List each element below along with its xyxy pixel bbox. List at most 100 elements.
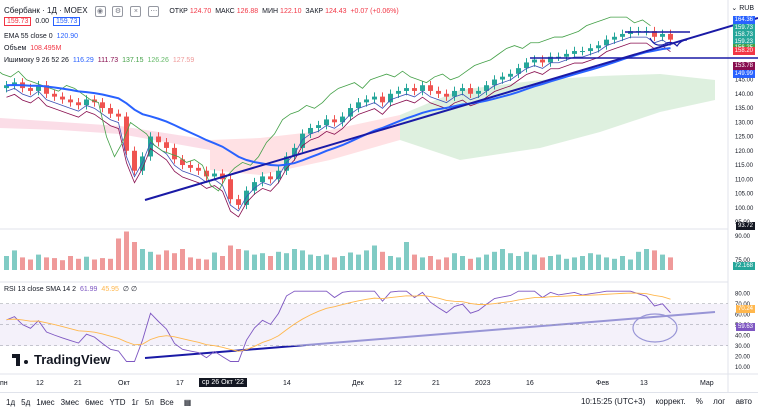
settings-icon[interactable]: ⚙ [112,6,124,17]
timeframe-button[interactable]: 5д [21,398,31,407]
volume-bar [468,258,473,270]
candle-body [516,68,521,74]
candle-body [356,102,361,109]
candle-body [412,88,417,91]
price-tag: 164.36 [732,16,755,24]
x-tick-label: 12 [36,380,44,387]
currency-label[interactable]: RUB [739,5,754,12]
timeframe-button[interactable]: 1г [131,398,139,407]
volume-bar [220,256,225,270]
date-range-icon[interactable]: ▦ [183,398,192,407]
x-tick-label: 17 [176,380,184,387]
ichimoku-value-3: 137.15 [122,57,144,64]
bid-box[interactable]: 159.73 [4,17,32,26]
low-value: 122.10 [280,8,302,16]
candle-body [388,93,393,103]
x-tick-label: 12 [394,380,402,387]
candle-body [300,133,305,148]
volume-bar [540,257,545,270]
rsi-value-1: 61.99 [79,286,98,293]
ichimoku-cloud-green [400,74,715,160]
price-tag: 59.63 [735,323,755,331]
x-tick-label: Мар [700,380,714,387]
volume-bar [484,254,489,270]
ichimoku-value-4: 126.26 [147,57,169,64]
symbol-title[interactable]: Сбербанк · 1Д · MOEX [4,6,88,16]
rsi-label: RSI 13 close SMA 14 2 [4,286,76,293]
volume-bar [660,254,665,270]
volume-bar [244,250,249,270]
rsi-legend[interactable]: RSI 13 close SMA 14 2 61.99 45.95 ∅ ∅ [4,285,139,293]
close-label: ЗАКР [305,8,324,16]
candle-body [500,76,505,80]
candle-body [660,33,665,37]
volume-bar [436,259,441,270]
eye-icon[interactable]: ◉ [94,6,106,17]
candle-body [244,190,249,205]
candle-body [340,116,345,123]
volume-bar [532,254,537,270]
ichimoku-label: Ишимоку 9 26 52 26 [4,57,69,64]
volume-bar [12,250,17,270]
candle-body [572,51,577,54]
volume-bar [68,256,73,270]
chart-canvas[interactable]: 165.00160.00155.00150.00145.00140.00135.… [0,0,758,392]
volume-bar [108,258,113,270]
x-tick-label: 21 [74,380,82,387]
candle-body [164,142,169,148]
ask-box[interactable]: 159.73 [52,17,81,26]
ichimoku-legend[interactable]: Ишимоку 9 26 52 26 116.29 111.73 137.15 … [4,57,196,64]
volume-bar [148,251,153,270]
volume-bar [364,250,369,270]
rsi-tick-label: 60.00 [735,312,751,318]
volume-legend[interactable]: Объем 108.495M [4,45,63,52]
currency-toolbar: ⌄ RUB [731,4,754,12]
candle-body [476,90,481,94]
candle-body [196,167,201,171]
timeframe-button[interactable]: YTD [109,398,126,407]
volume-bar [236,249,241,270]
timeframe-button[interactable]: 1д [6,398,16,407]
candle-body [84,99,89,106]
volume-bar [388,256,393,270]
candle-body [364,99,369,103]
tradingview-logo[interactable]: TradingView [12,352,110,367]
auto-button[interactable]: авто [735,397,752,406]
ema-label: EMA 55 close 0 [4,33,53,40]
timeframe-button[interactable]: Все [159,398,174,407]
volume-bar [252,254,257,270]
close-icon[interactable]: × [130,6,142,17]
candle-body [316,125,321,128]
volume-bar [268,256,273,270]
volume-bar [300,250,305,270]
timeframe-button[interactable]: 6мес [85,398,104,407]
candle-body [564,53,569,57]
timeframe-button[interactable]: 3мес [60,398,80,407]
volume-bar [100,258,105,270]
adjust-button[interactable]: коррект. [655,397,686,406]
volume-bar [212,252,217,270]
volume-value: 108.495M [30,45,62,52]
timeframe-button[interactable]: 5л [144,398,154,407]
volume-bar [324,254,329,270]
candle-body [172,147,177,160]
price-tag: 159.73 [732,24,755,32]
collapse-icon[interactable]: ⌄ [731,5,738,12]
more-icon[interactable]: ⋯ [148,6,160,17]
hand-annotation [649,37,688,47]
kijun-line [6,42,671,218]
candle-body [268,176,273,180]
volume-bar [260,253,265,270]
timeframe-button[interactable]: 1мес [36,398,55,407]
log-button[interactable]: лог [713,397,726,406]
volume-bar [508,253,513,270]
volume-bar [284,253,289,270]
x-tick-label: Фев [596,380,609,387]
candle-body [276,170,281,180]
ema-legend[interactable]: EMA 55 close 0 120.90 [4,33,80,40]
price-tick-label: 110.00 [735,177,754,183]
volume-bar [460,256,465,270]
volume-bar [308,254,313,270]
clock-time[interactable]: 10:15:25 (UTC+3) [581,397,646,406]
percent-button[interactable]: % [695,397,703,406]
